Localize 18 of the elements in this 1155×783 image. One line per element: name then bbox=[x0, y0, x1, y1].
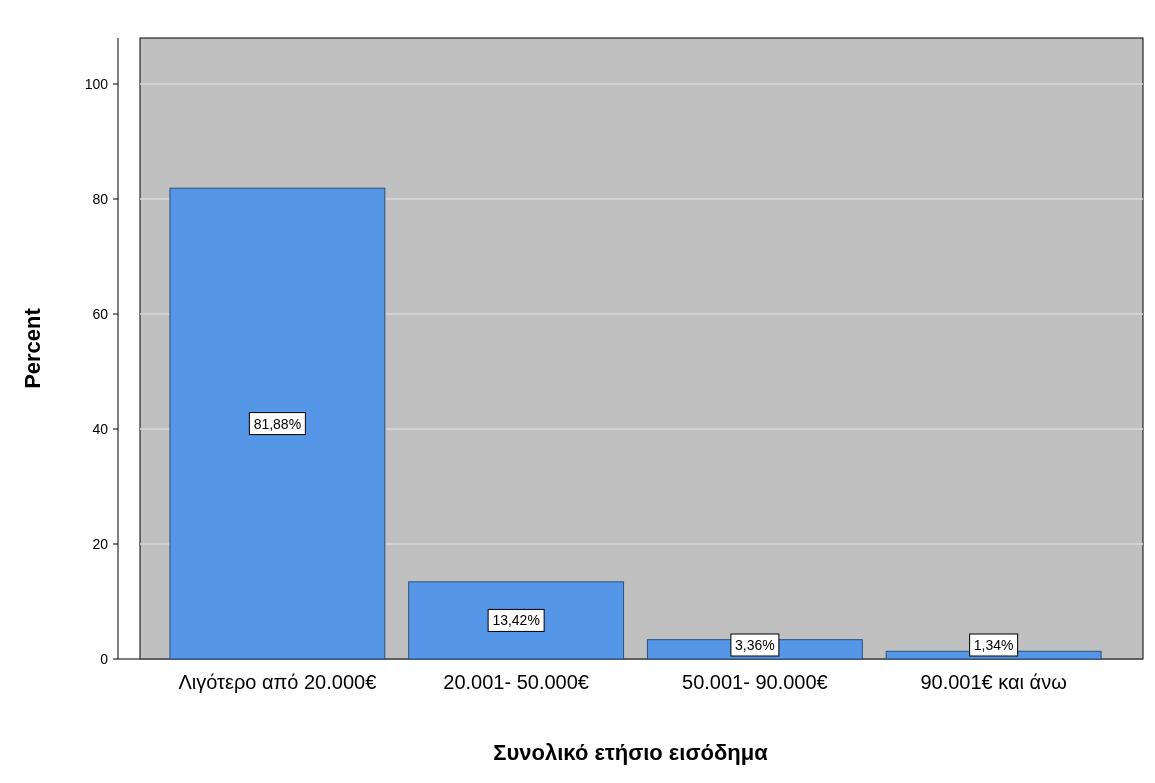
y-tick-label: 80 bbox=[92, 191, 109, 207]
bar bbox=[169, 187, 386, 660]
x-tick-label: Λιγότερο από 20.000€ bbox=[178, 671, 377, 693]
x-tick-label: 50.001- 90.000€ bbox=[682, 671, 828, 693]
data-label: 13,42% bbox=[492, 612, 540, 629]
x-axis-title: Συνολικό ετήσιο εισόδημα bbox=[493, 740, 769, 765]
y-tick-label: 100 bbox=[84, 76, 109, 92]
y-tick-label: 0 bbox=[100, 651, 109, 667]
data-label: 1,34% bbox=[973, 637, 1014, 653]
y-tick-label: 60 bbox=[92, 306, 109, 322]
x-tick-label: 90.001€ και άνω bbox=[920, 671, 1067, 693]
data-label: 3,36% bbox=[735, 637, 775, 653]
y-tick-label: 20 bbox=[92, 536, 109, 552]
bar bbox=[408, 581, 625, 660]
data-label: 81,88% bbox=[253, 415, 302, 432]
y-tick-label: 40 bbox=[92, 421, 109, 437]
y-axis-title: Percent bbox=[20, 307, 45, 389]
x-tick-label: 20.001- 50.000€ bbox=[443, 671, 589, 693]
